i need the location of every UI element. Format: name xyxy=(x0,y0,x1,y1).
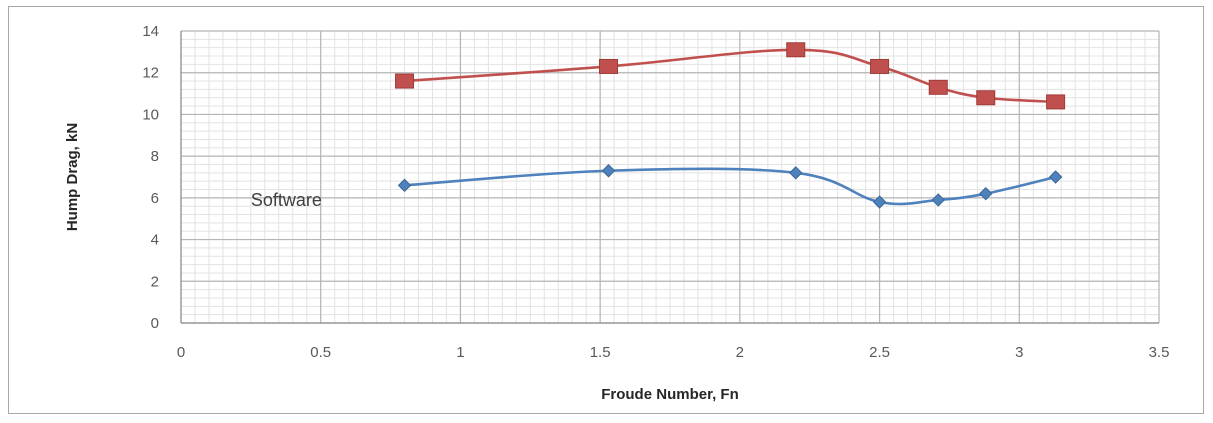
y-tick-label: 4 xyxy=(151,232,159,249)
x-tick-label: 1.5 xyxy=(590,344,611,361)
y-tick-label: 6 xyxy=(151,190,159,207)
series-2-marker xyxy=(603,165,615,177)
series-1-marker xyxy=(929,80,947,94)
series-1-marker xyxy=(871,59,889,73)
y-tick-label: 2 xyxy=(151,273,159,290)
y-tick-label: 0 xyxy=(151,315,159,332)
x-tick-label: 1 xyxy=(456,344,464,361)
series-1-marker xyxy=(787,43,805,57)
x-axis-title: Froude Number, Fn xyxy=(601,386,739,403)
x-tick-label: 3.5 xyxy=(1149,344,1170,361)
series-2-marker xyxy=(932,194,944,206)
chart-frame: 0 0.5 1 1.5 2 2.5 3 3.5 0 2 4 6 8 10 12 14 Froude Numbe… xyxy=(8,6,1204,414)
annotation-software: Software xyxy=(251,190,322,210)
y-tick-label: 12 xyxy=(142,65,159,82)
series-2-marker xyxy=(790,167,802,179)
y-tick-label: 10 xyxy=(142,106,159,123)
series-1-marker xyxy=(396,74,414,88)
x-tick-label: 3 xyxy=(1015,344,1023,361)
minor-gridlines xyxy=(181,31,1159,323)
series-layer xyxy=(396,43,1065,208)
x-tick-label: 0.5 xyxy=(310,344,331,361)
series-1-marker xyxy=(977,91,995,105)
y-tick-label: 8 xyxy=(151,148,159,165)
x-tick-label: 2.5 xyxy=(869,344,890,361)
series-1-marker xyxy=(600,59,618,73)
line-chart: 0 0.5 1 1.5 2 2.5 3 3.5 0 2 4 6 8 10 12 14 Froude Numbe… xyxy=(9,7,1205,415)
x-tick-label: 0 xyxy=(177,344,185,361)
x-tick-label: 2 xyxy=(736,344,744,361)
y-axis-title: Hump Drag, kN xyxy=(64,123,81,231)
y-tick-label: 14 xyxy=(142,23,159,40)
series-1-marker xyxy=(1047,95,1065,109)
